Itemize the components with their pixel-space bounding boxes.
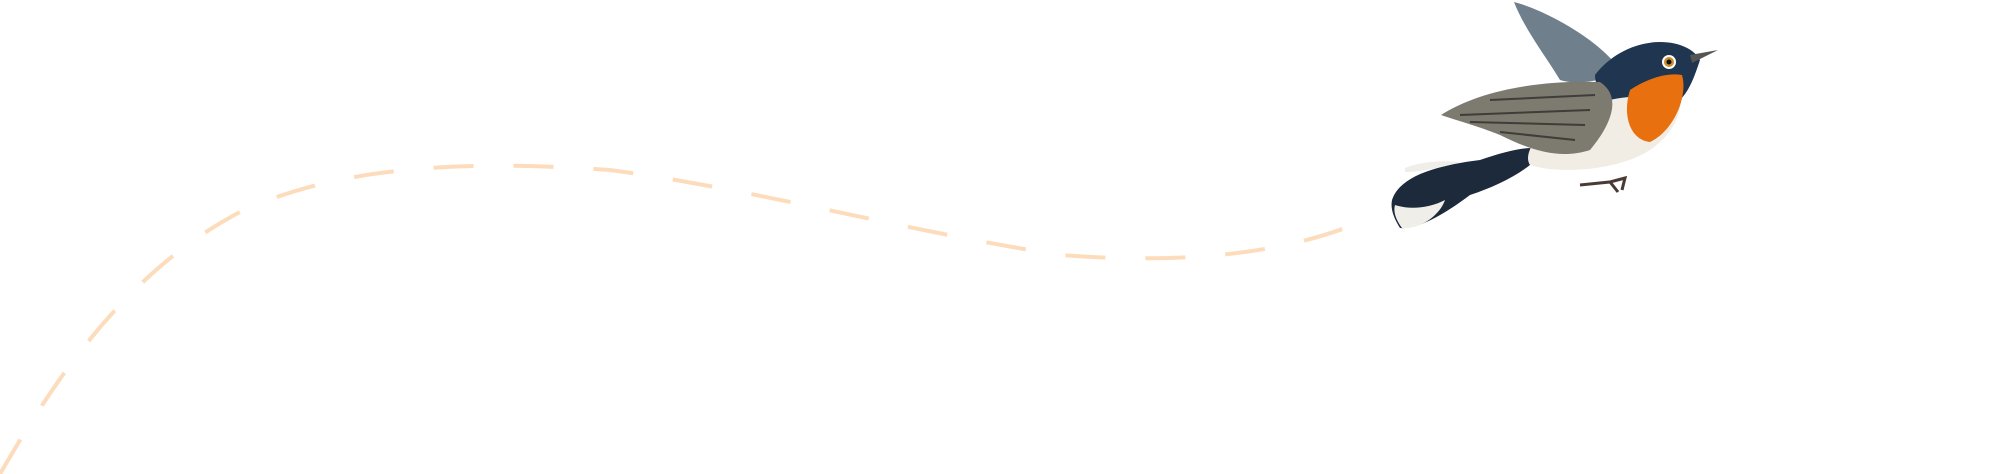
bird-tail-edge <box>1405 161 1460 172</box>
bird-wing-feathers <box>1459 94 1596 141</box>
dashed-flight-path <box>0 163 1359 474</box>
bird-tail-tip <box>1394 200 1445 229</box>
bird-beak <box>1690 50 1718 63</box>
bird-upper-wing <box>1514 2 1620 83</box>
bird-throat <box>1626 74 1684 142</box>
bird-lower-wing <box>1441 81 1613 155</box>
bird-pupil <box>1666 59 1672 65</box>
bird-icon <box>1391 2 1718 229</box>
bird-legs <box>1579 175 1628 193</box>
